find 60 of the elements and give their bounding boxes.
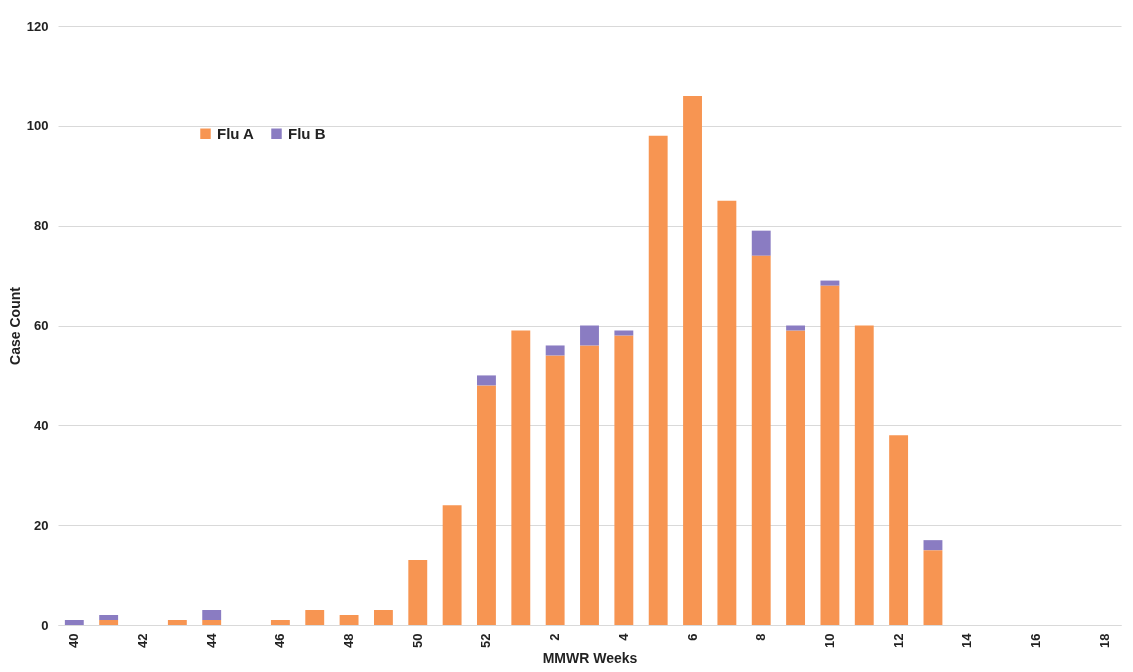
legend-label: Flu A bbox=[217, 124, 255, 142]
bar bbox=[442, 505, 462, 625]
x-tick-label: 40 bbox=[66, 633, 82, 648]
bar bbox=[305, 610, 325, 625]
bar bbox=[923, 550, 943, 625]
y-tick-label: 20 bbox=[34, 517, 49, 533]
bar bbox=[477, 385, 496, 625]
x-tick-label: 4 bbox=[615, 632, 631, 641]
bar bbox=[373, 610, 393, 625]
bar bbox=[339, 615, 359, 625]
bar bbox=[408, 560, 428, 625]
x-tick-label: 44 bbox=[203, 632, 219, 648]
x-tick-label: 12 bbox=[890, 633, 906, 648]
y-tick-label: 40 bbox=[34, 417, 49, 433]
bar bbox=[614, 335, 634, 625]
x-tick-label: 6 bbox=[684, 633, 700, 641]
bar bbox=[820, 280, 840, 286]
x-tick-label: 10 bbox=[821, 633, 837, 648]
y-tick-label: 100 bbox=[26, 118, 49, 134]
bar bbox=[580, 325, 599, 346]
y-tick-label: 0 bbox=[41, 617, 49, 633]
bar bbox=[854, 325, 874, 625]
bar bbox=[751, 255, 771, 625]
x-tick-label: 2 bbox=[547, 633, 563, 641]
x-tick-label: 46 bbox=[272, 633, 288, 648]
bar bbox=[923, 540, 943, 551]
bar bbox=[648, 135, 668, 625]
x-tick-label: 14 bbox=[959, 632, 975, 648]
bar bbox=[614, 330, 634, 336]
bar bbox=[202, 620, 222, 625]
y-tick-label: 80 bbox=[34, 218, 49, 234]
x-tick-label: 50 bbox=[409, 633, 425, 648]
bar bbox=[751, 230, 771, 256]
bar bbox=[786, 330, 806, 625]
y-tick-label: 60 bbox=[34, 318, 49, 333]
bar bbox=[545, 345, 565, 356]
y-axis-title: Case Count bbox=[6, 286, 23, 365]
bar bbox=[167, 620, 187, 625]
bar bbox=[202, 610, 222, 621]
x-tick-label: 8 bbox=[753, 633, 769, 641]
bar bbox=[270, 620, 290, 625]
bar bbox=[511, 330, 531, 625]
bar bbox=[477, 375, 496, 386]
bar bbox=[820, 285, 840, 625]
bar bbox=[545, 355, 565, 625]
x-axis-title: MMWR Weeks bbox=[542, 649, 638, 666]
x-tick-label: 52 bbox=[478, 633, 494, 648]
x-tick-label: 42 bbox=[135, 633, 151, 648]
bar bbox=[99, 615, 119, 621]
x-tick-label: 16 bbox=[1027, 633, 1043, 648]
bar bbox=[683, 95, 702, 625]
bar bbox=[717, 200, 737, 625]
bar bbox=[64, 620, 84, 625]
x-tick-label: 18 bbox=[1096, 633, 1112, 648]
bar bbox=[889, 435, 909, 625]
y-tick-label: 120 bbox=[26, 18, 49, 34]
x-tick-label: 48 bbox=[341, 633, 357, 648]
bar bbox=[99, 620, 119, 625]
bar bbox=[580, 345, 599, 625]
legend-label: Flu B bbox=[288, 124, 326, 142]
